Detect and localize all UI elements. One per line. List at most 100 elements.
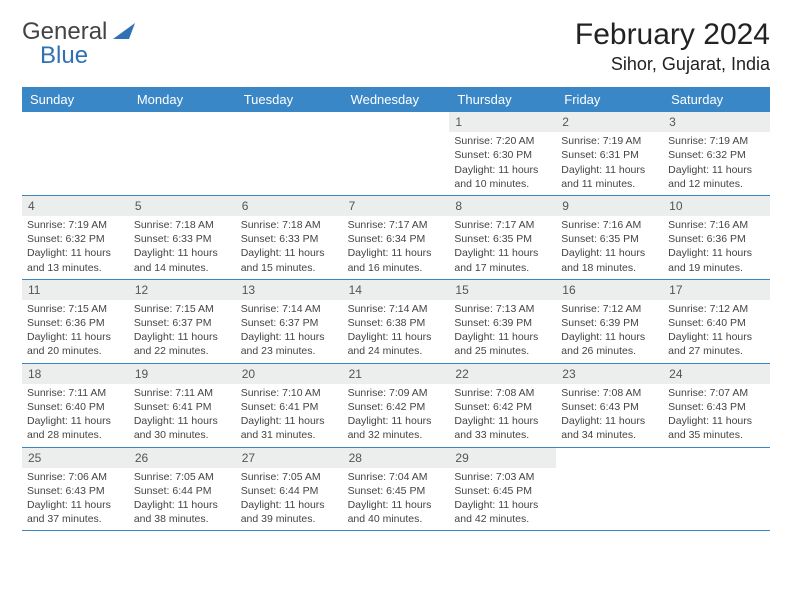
calendar-cell: 25Sunrise: 7:06 AMSunset: 6:43 PMDayligh…	[22, 448, 129, 531]
day-header: Saturday	[663, 87, 770, 112]
calendar-cell: 1Sunrise: 7:20 AMSunset: 6:30 PMDaylight…	[449, 112, 556, 195]
day-number: 20	[236, 364, 343, 384]
day-info: Sunrise: 7:06 AMSunset: 6:43 PMDaylight:…	[22, 468, 129, 531]
sunset-text: Sunset: 6:36 PM	[668, 232, 765, 246]
sunrise-text: Sunrise: 7:19 AM	[27, 218, 124, 232]
calendar-cell: 18Sunrise: 7:11 AMSunset: 6:40 PMDayligh…	[22, 364, 129, 447]
sunrise-text: Sunrise: 7:04 AM	[348, 470, 445, 484]
day-info: Sunrise: 7:04 AMSunset: 6:45 PMDaylight:…	[343, 468, 450, 531]
daylight-text: Daylight: 11 hours and 25 minutes.	[454, 330, 551, 358]
daylight-text: Daylight: 11 hours and 17 minutes.	[454, 246, 551, 274]
day-info: Sunrise: 7:05 AMSunset: 6:44 PMDaylight:…	[129, 468, 236, 531]
day-number: 4	[22, 196, 129, 216]
sunrise-text: Sunrise: 7:13 AM	[454, 302, 551, 316]
sunrise-text: Sunrise: 7:10 AM	[241, 386, 338, 400]
sunset-text: Sunset: 6:37 PM	[241, 316, 338, 330]
day-header: Tuesday	[236, 87, 343, 112]
day-number: 29	[449, 448, 556, 468]
day-info: Sunrise: 7:20 AMSunset: 6:30 PMDaylight:…	[449, 132, 556, 195]
sunset-text: Sunset: 6:43 PM	[561, 400, 658, 414]
daylight-text: Daylight: 11 hours and 39 minutes.	[241, 498, 338, 526]
day-number: 10	[663, 196, 770, 216]
day-header: Monday	[129, 87, 236, 112]
calendar-cell: 27Sunrise: 7:05 AMSunset: 6:44 PMDayligh…	[236, 448, 343, 531]
calendar-cell: 10Sunrise: 7:16 AMSunset: 6:36 PMDayligh…	[663, 196, 770, 279]
sunrise-text: Sunrise: 7:12 AM	[668, 302, 765, 316]
day-info: Sunrise: 7:18 AMSunset: 6:33 PMDaylight:…	[129, 216, 236, 279]
daylight-text: Daylight: 11 hours and 32 minutes.	[348, 414, 445, 442]
sunrise-text: Sunrise: 7:18 AM	[241, 218, 338, 232]
daylight-text: Daylight: 11 hours and 14 minutes.	[134, 246, 231, 274]
day-info: Sunrise: 7:19 AMSunset: 6:32 PMDaylight:…	[663, 132, 770, 195]
day-info: Sunrise: 7:12 AMSunset: 6:39 PMDaylight:…	[556, 300, 663, 363]
daylight-text: Daylight: 11 hours and 12 minutes.	[668, 163, 765, 191]
sunrise-text: Sunrise: 7:17 AM	[454, 218, 551, 232]
daylight-text: Daylight: 11 hours and 16 minutes.	[348, 246, 445, 274]
sunrise-text: Sunrise: 7:03 AM	[454, 470, 551, 484]
daylight-text: Daylight: 11 hours and 30 minutes.	[134, 414, 231, 442]
day-header: Friday	[556, 87, 663, 112]
sunrise-text: Sunrise: 7:05 AM	[134, 470, 231, 484]
header: General February 2024 Sihor, Gujarat, In…	[22, 18, 770, 75]
sunset-text: Sunset: 6:33 PM	[134, 232, 231, 246]
sunset-text: Sunset: 6:35 PM	[561, 232, 658, 246]
sunset-text: Sunset: 6:45 PM	[454, 484, 551, 498]
calendar-cell	[236, 112, 343, 195]
sunrise-text: Sunrise: 7:09 AM	[348, 386, 445, 400]
day-info: Sunrise: 7:16 AMSunset: 6:36 PMDaylight:…	[663, 216, 770, 279]
calendar-cell	[129, 112, 236, 195]
sunset-text: Sunset: 6:40 PM	[668, 316, 765, 330]
week-row: 1Sunrise: 7:20 AMSunset: 6:30 PMDaylight…	[22, 112, 770, 196]
day-header: Thursday	[449, 87, 556, 112]
daylight-text: Daylight: 11 hours and 22 minutes.	[134, 330, 231, 358]
calendar-cell: 7Sunrise: 7:17 AMSunset: 6:34 PMDaylight…	[343, 196, 450, 279]
calendar-cell: 23Sunrise: 7:08 AMSunset: 6:43 PMDayligh…	[556, 364, 663, 447]
day-info: Sunrise: 7:12 AMSunset: 6:40 PMDaylight:…	[663, 300, 770, 363]
sunset-text: Sunset: 6:44 PM	[134, 484, 231, 498]
calendar-cell: 3Sunrise: 7:19 AMSunset: 6:32 PMDaylight…	[663, 112, 770, 195]
day-header: Wednesday	[343, 87, 450, 112]
daylight-text: Daylight: 11 hours and 37 minutes.	[27, 498, 124, 526]
calendar-cell: 2Sunrise: 7:19 AMSunset: 6:31 PMDaylight…	[556, 112, 663, 195]
day-number: 24	[663, 364, 770, 384]
day-number: 13	[236, 280, 343, 300]
day-info: Sunrise: 7:10 AMSunset: 6:41 PMDaylight:…	[236, 384, 343, 447]
day-info: Sunrise: 7:08 AMSunset: 6:43 PMDaylight:…	[556, 384, 663, 447]
calendar-cell: 6Sunrise: 7:18 AMSunset: 6:33 PMDaylight…	[236, 196, 343, 279]
day-number: 18	[22, 364, 129, 384]
daylight-text: Daylight: 11 hours and 28 minutes.	[27, 414, 124, 442]
calendar-cell: 24Sunrise: 7:07 AMSunset: 6:43 PMDayligh…	[663, 364, 770, 447]
day-info: Sunrise: 7:11 AMSunset: 6:40 PMDaylight:…	[22, 384, 129, 447]
day-info: Sunrise: 7:19 AMSunset: 6:32 PMDaylight:…	[22, 216, 129, 279]
day-info: Sunrise: 7:11 AMSunset: 6:41 PMDaylight:…	[129, 384, 236, 447]
day-info: Sunrise: 7:19 AMSunset: 6:31 PMDaylight:…	[556, 132, 663, 195]
calendar-cell: 11Sunrise: 7:15 AMSunset: 6:36 PMDayligh…	[22, 280, 129, 363]
daylight-text: Daylight: 11 hours and 15 minutes.	[241, 246, 338, 274]
day-number: 11	[22, 280, 129, 300]
calendar-cell: 5Sunrise: 7:18 AMSunset: 6:33 PMDaylight…	[129, 196, 236, 279]
sunset-text: Sunset: 6:32 PM	[668, 148, 765, 162]
daylight-text: Daylight: 11 hours and 40 minutes.	[348, 498, 445, 526]
day-info: Sunrise: 7:15 AMSunset: 6:37 PMDaylight:…	[129, 300, 236, 363]
calendar-cell: 19Sunrise: 7:11 AMSunset: 6:41 PMDayligh…	[129, 364, 236, 447]
day-info: Sunrise: 7:16 AMSunset: 6:35 PMDaylight:…	[556, 216, 663, 279]
day-number: 2	[556, 112, 663, 132]
sunset-text: Sunset: 6:37 PM	[134, 316, 231, 330]
sunset-text: Sunset: 6:44 PM	[241, 484, 338, 498]
day-number: 3	[663, 112, 770, 132]
calendar-cell: 17Sunrise: 7:12 AMSunset: 6:40 PMDayligh…	[663, 280, 770, 363]
daylight-text: Daylight: 11 hours and 13 minutes.	[27, 246, 124, 274]
daylight-text: Daylight: 11 hours and 20 minutes.	[27, 330, 124, 358]
calendar-cell	[22, 112, 129, 195]
day-number: 23	[556, 364, 663, 384]
week-row: 4Sunrise: 7:19 AMSunset: 6:32 PMDaylight…	[22, 196, 770, 280]
calendar-cell	[663, 448, 770, 531]
calendar-cell: 13Sunrise: 7:14 AMSunset: 6:37 PMDayligh…	[236, 280, 343, 363]
day-number: 26	[129, 448, 236, 468]
day-info: Sunrise: 7:14 AMSunset: 6:38 PMDaylight:…	[343, 300, 450, 363]
day-header-row: Sunday Monday Tuesday Wednesday Thursday…	[22, 87, 770, 112]
sunrise-text: Sunrise: 7:14 AM	[241, 302, 338, 316]
day-number: 14	[343, 280, 450, 300]
sunset-text: Sunset: 6:38 PM	[348, 316, 445, 330]
daylight-text: Daylight: 11 hours and 24 minutes.	[348, 330, 445, 358]
